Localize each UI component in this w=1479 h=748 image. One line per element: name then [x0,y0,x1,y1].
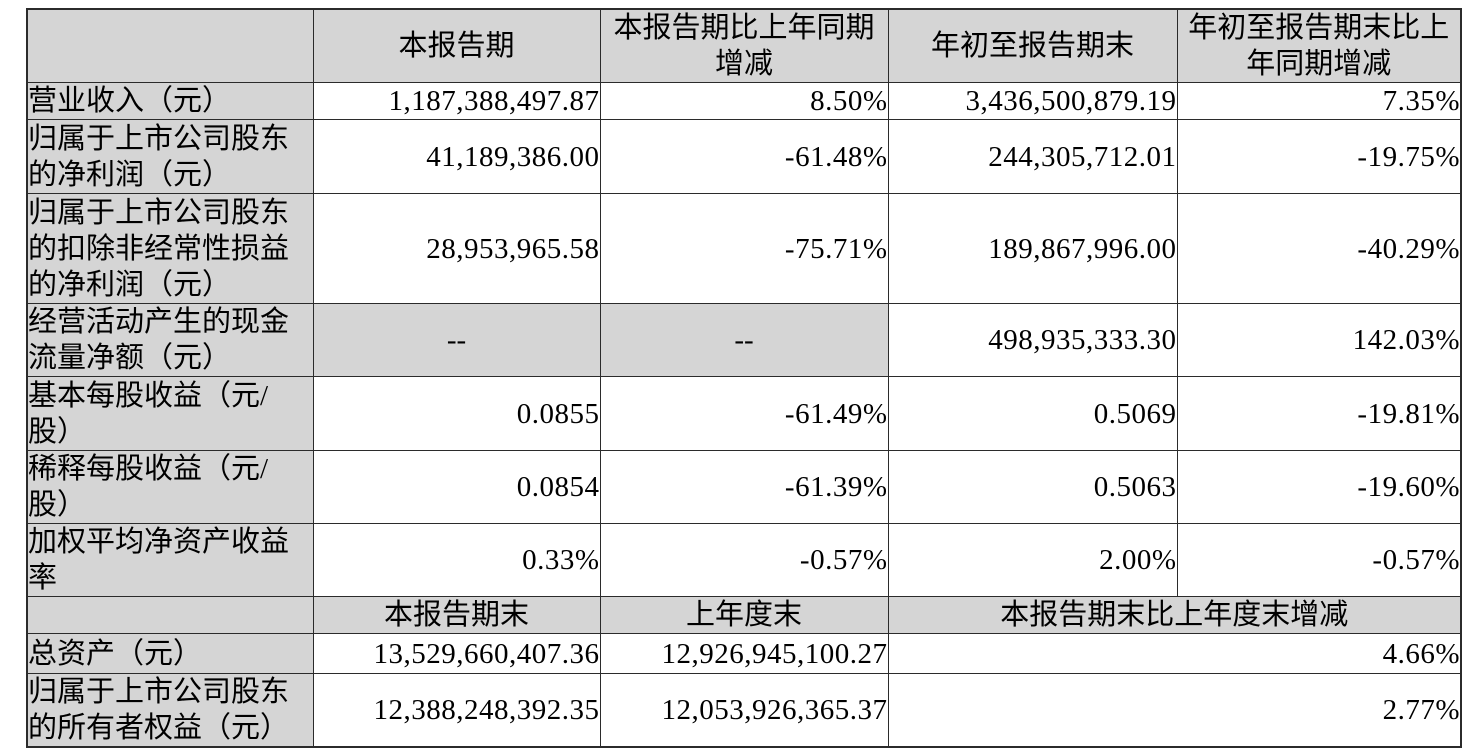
cell-ytd-yoy: -0.57% [1176,523,1462,597]
cell-ytd-value: 0.5063 [887,450,1178,524]
cell-period-yoy: -75.71% [599,193,889,304]
table-row-diluted-eps: 稀释每股收益（元/ 股） 0.0854 -61.39% 0.5063 -19.6… [26,450,1462,524]
cell-period-value: 0.0854 [312,450,601,524]
cell-period-yoy: -61.48% [599,119,889,194]
table-row-weighted-avg-roe: 加权平均净资产收益 率 0.33% -0.57% 2.00% -0.57% [26,523,1462,597]
row-label: 总资产（元） [26,633,314,674]
corner-cell [26,596,314,634]
table-row-net-profit-excl-nonrecurring: 归属于上市公司股东 的扣除非经常性损益 的净利润（元） 28,953,965.5… [26,193,1462,304]
cell-change-value: 2.77% [887,673,1462,748]
cell-change-value: 4.66% [887,633,1462,674]
cell-ytd-yoy: 142.03% [1176,303,1462,377]
header-ytd-yoy-change: 年初至报告期末比上 年同期增减 [1176,8,1462,83]
cell-ytd-yoy: -19.60% [1176,450,1462,524]
table-row-basic-eps: 基本每股收益（元/ 股） 0.0855 -61.49% 0.5069 -19.8… [26,376,1462,451]
cell-ytd-value: 498,935,333.30 [887,303,1178,377]
cell-prev-year-end-value: 12,053,926,365.37 [599,673,889,748]
header-prev-year-end: 上年度末 [599,596,889,634]
cell-ytd-value: 189,867,996.00 [887,193,1178,304]
cell-period-value: 0.0855 [312,376,601,451]
row-label: 归属于上市公司股东 的所有者权益（元） [26,673,314,748]
report-table-container: 本报告期 本报告期比上年同期 增减 年初至报告期末 年初至报告期末比上 年同期增… [26,8,1462,748]
row-label: 经营活动产生的现金 流量净额（元） [26,303,314,377]
cell-ytd-yoy: 7.35% [1176,82,1462,120]
row-label: 基本每股收益（元/ 股） [26,376,314,451]
table-row-equity-attributable: 归属于上市公司股东 的所有者权益（元） 12,388,248,392.35 12… [26,673,1462,748]
cell-period-yoy: 8.50% [599,82,889,120]
section2-header-row: 本报告期末 上年度末 本报告期末比上年度末增减 [26,596,1462,634]
cell-period-yoy: -61.39% [599,450,889,524]
table-row-operating-cash-flow: 经营活动产生的现金 流量净额（元） -- -- 498,935,333.30 1… [26,303,1462,377]
financial-summary-table: 本报告期 本报告期比上年同期 增减 年初至报告期末 年初至报告期末比上 年同期增… [26,8,1462,748]
cell-period-value: 0.33% [312,523,601,597]
cell-period-yoy: -0.57% [599,523,889,597]
cell-period-yoy: -61.49% [599,376,889,451]
section1-header-row: 本报告期 本报告期比上年同期 增减 年初至报告期末 年初至报告期末比上 年同期增… [26,8,1462,83]
header-ytd: 年初至报告期末 [887,8,1178,83]
cell-ytd-value: 2.00% [887,523,1178,597]
cell-period-value: 1,187,388,497.87 [312,82,601,120]
cell-period-value: 28,953,965.58 [312,193,601,304]
cell-ytd-value: 244,305,712.01 [887,119,1178,194]
header-period-end-change: 本报告期末比上年度末增减 [887,596,1462,634]
cell-prev-year-end-value: 12,926,945,100.27 [599,633,889,674]
row-label: 归属于上市公司股东 的净利润（元） [26,119,314,194]
cell-ytd-value: 0.5069 [887,376,1178,451]
cell-period-end-value: 13,529,660,407.36 [312,633,601,674]
table-row-total-assets: 总资产（元） 13,529,660,407.36 12,926,945,100.… [26,633,1462,674]
corner-cell [26,8,314,83]
cell-ytd-yoy: -19.75% [1176,119,1462,194]
cell-period-yoy-na: -- [599,303,889,377]
header-period-yoy-change: 本报告期比上年同期 增减 [599,8,889,83]
cell-period-value: 41,189,386.00 [312,119,601,194]
cell-ytd-yoy: -19.81% [1176,376,1462,451]
cell-period-value-na: -- [312,303,601,377]
header-period-end: 本报告期末 [312,596,601,634]
cell-ytd-value: 3,436,500,879.19 [887,82,1178,120]
row-label: 加权平均净资产收益 率 [26,523,314,597]
row-label: 稀释每股收益（元/ 股） [26,450,314,524]
header-current-period: 本报告期 [312,8,601,83]
cell-ytd-yoy: -40.29% [1176,193,1462,304]
row-label: 归属于上市公司股东 的扣除非经常性损益 的净利润（元） [26,193,314,304]
table-row-revenue: 营业收入（元） 1,187,388,497.87 8.50% 3,436,500… [26,82,1462,120]
cell-period-end-value: 12,388,248,392.35 [312,673,601,748]
table-row-net-profit: 归属于上市公司股东 的净利润（元） 41,189,386.00 -61.48% … [26,119,1462,194]
row-label: 营业收入（元） [26,82,314,120]
